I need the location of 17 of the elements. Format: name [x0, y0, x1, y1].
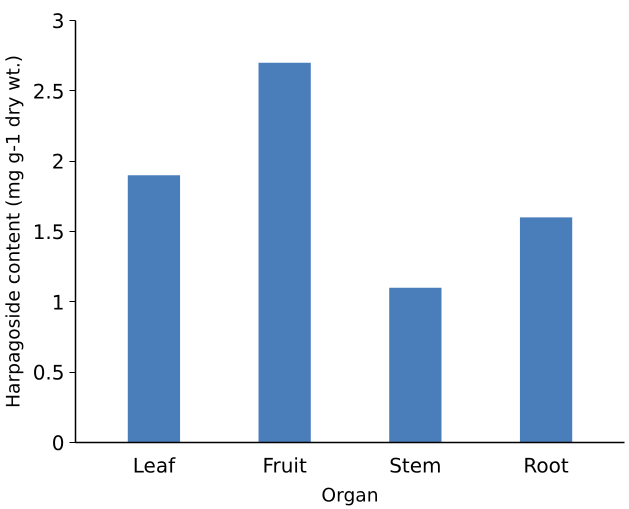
y-tick-label: 1.5	[32, 220, 65, 244]
y-tick-label: 2	[52, 150, 65, 174]
y-tick-label: 0	[52, 431, 65, 455]
y-tick-label: 0.5	[32, 360, 65, 385]
y-tick-label: 2.5	[32, 79, 65, 104]
bar	[520, 217, 572, 442]
x-tick-label: Root	[523, 454, 569, 478]
y-axis-title: Harpagoside content (mg g-1 dry wt.)	[4, 54, 25, 408]
y-tick-label: 3	[52, 9, 65, 33]
y-tick-label: 1	[52, 290, 65, 314]
bar	[389, 288, 442, 442]
x-tick-label: Fruit	[262, 454, 307, 478]
x-tick-label: Stem	[389, 454, 442, 478]
bar	[258, 62, 311, 442]
x-axis-title: Organ	[321, 486, 379, 506]
bar	[128, 175, 180, 442]
x-tick-label: Leaf	[132, 454, 176, 478]
